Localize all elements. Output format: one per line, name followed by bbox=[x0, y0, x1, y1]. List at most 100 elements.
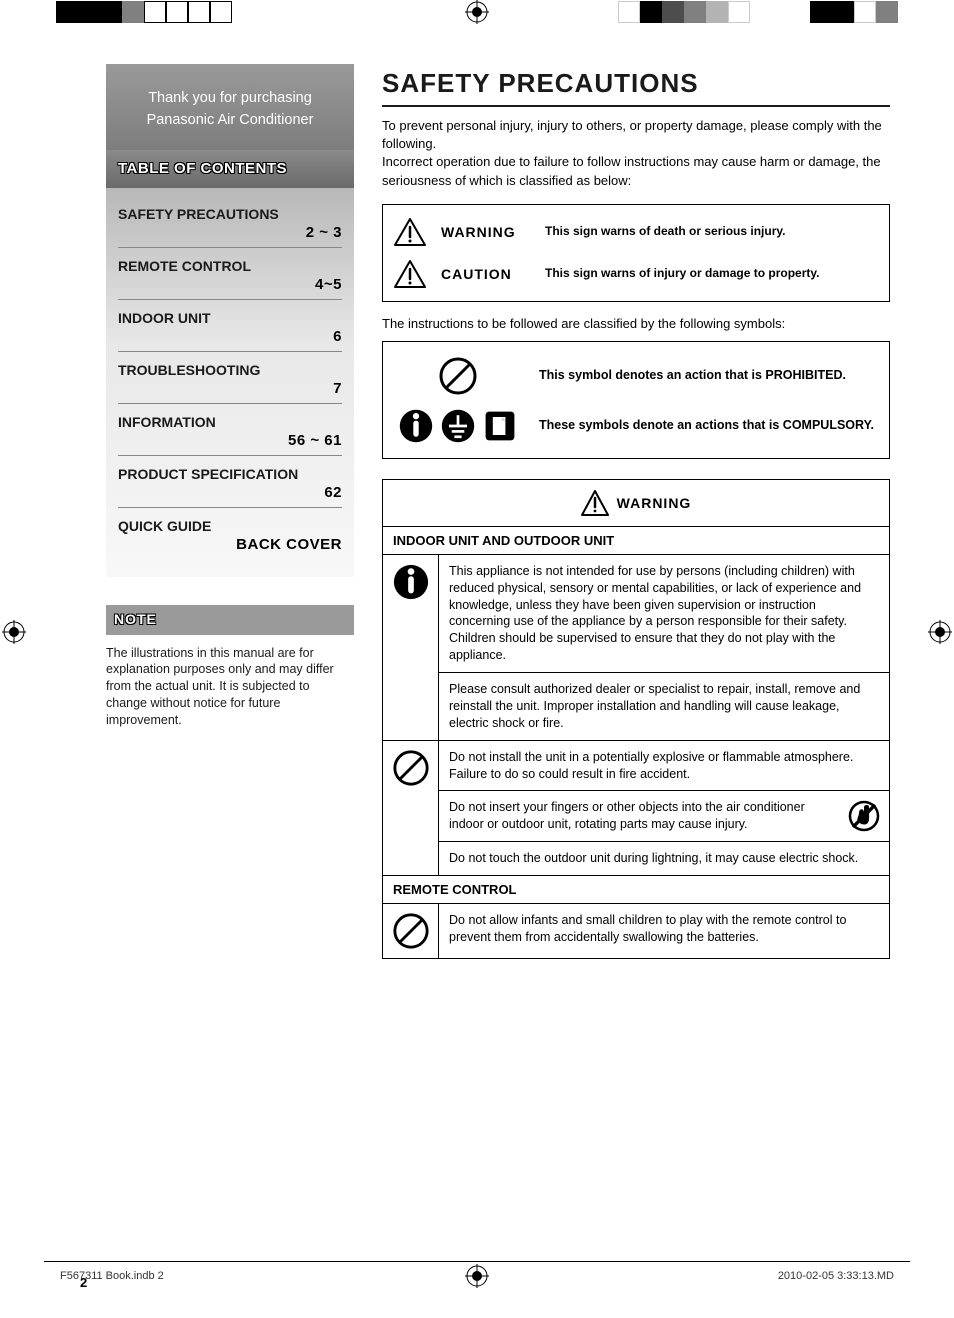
crop-block bbox=[662, 1, 684, 23]
toc-header: TABLE OF CONTENTS bbox=[106, 150, 354, 188]
toc-item-page: 4~5 bbox=[118, 276, 342, 293]
crop-block bbox=[706, 1, 728, 23]
compulsory-icons bbox=[393, 408, 523, 444]
footer: F567311 Book.indb 2 2010-02-05 3:33:13.M… bbox=[60, 1270, 894, 1282]
thank-line1: Thank you for purchasing bbox=[118, 88, 342, 110]
sidebar: Thank you for purchasing Panasonic Air C… bbox=[106, 64, 354, 1238]
symbol-intro: The instructions to be followed are clas… bbox=[382, 316, 890, 331]
prohibited-icon bbox=[383, 904, 439, 958]
warning-text-col: Do not allow infants and small children … bbox=[439, 904, 889, 958]
sign-row: WARNING This sign warns of death or serio… bbox=[393, 211, 879, 253]
crop-block bbox=[188, 1, 210, 23]
page: Thank you for purchasing Panasonic Air C… bbox=[0, 0, 954, 1318]
main: SAFETY PRECAUTIONS To prevent personal i… bbox=[382, 64, 890, 1238]
toc-item-page: 6 bbox=[118, 328, 342, 345]
sign-desc: This sign warns of death or serious inju… bbox=[545, 224, 879, 240]
thank-you-box: Thank you for purchasing Panasonic Air C… bbox=[106, 64, 354, 150]
footer-left: F567311 Book.indb 2 bbox=[60, 1270, 164, 1282]
toc-item: TROUBLESHOOTING 7 bbox=[118, 352, 342, 404]
sign-desc: This sign warns of injury or damage to p… bbox=[545, 266, 879, 282]
crop-block bbox=[166, 1, 188, 23]
thank-line2: Panasonic Air Conditioner bbox=[118, 110, 342, 132]
prohibited-icon bbox=[383, 741, 439, 875]
toc-item-label: QUICK GUIDE bbox=[118, 518, 342, 534]
toc-item: INDOOR UNIT 6 bbox=[118, 300, 342, 352]
crop-block bbox=[56, 1, 78, 23]
toc-item: PRODUCT SPECIFICATION 62 bbox=[118, 456, 342, 508]
toc-item: QUICK GUIDE BACK COVER bbox=[118, 508, 342, 559]
crop-block bbox=[810, 1, 832, 23]
footer-right: 2010-02-05 3:33:13.MD bbox=[778, 1270, 894, 1282]
sign-legend-box: WARNING This sign warns of death or serio… bbox=[382, 204, 890, 302]
warning-row: Do not allow infants and small children … bbox=[383, 904, 889, 958]
crop-bar bbox=[0, 0, 954, 24]
warning-text: Do not allow infants and small children … bbox=[439, 904, 889, 954]
warning-text-col: Do not install the unit in a potentially… bbox=[439, 741, 889, 875]
toc-item: SAFETY PRECAUTIONS 2 ~ 3 bbox=[118, 196, 342, 248]
toc-item-label: INDOOR UNIT bbox=[118, 310, 342, 326]
warning-section-header: REMOTE CONTROL bbox=[383, 876, 889, 904]
registration-mark-icon bbox=[928, 620, 952, 644]
toc-item-page: 56 ~ 61 bbox=[118, 432, 342, 449]
symbol-desc: These symbols denote an actions that is … bbox=[539, 417, 879, 434]
crop-block bbox=[832, 1, 854, 23]
warning-triangle-icon bbox=[581, 490, 609, 516]
warning-text: Do not touch the outdoor unit during lig… bbox=[439, 842, 889, 875]
note-title: NOTE bbox=[114, 611, 157, 627]
registration-mark-icon bbox=[2, 620, 26, 644]
crop-block bbox=[144, 1, 166, 23]
crop-block bbox=[78, 1, 100, 23]
warning-triangle-icon bbox=[393, 217, 427, 247]
no-touch-icon bbox=[847, 799, 881, 833]
toc-item-label: SAFETY PRECAUTIONS bbox=[118, 206, 342, 222]
warning-row: Do not install the unit in a potentially… bbox=[383, 741, 889, 876]
content-area: Thank you for purchasing Panasonic Air C… bbox=[44, 44, 910, 1258]
crop-block bbox=[728, 1, 750, 23]
toc-title: TABLE OF CONTENTS bbox=[118, 160, 287, 177]
warning-text: Do not insert your fingers or other obje… bbox=[439, 791, 889, 842]
toc-item-page: BACK COVER bbox=[118, 536, 342, 553]
symbol-row: This symbol denotes an action that is PR… bbox=[393, 350, 879, 402]
symbol-desc: This symbol denotes an action that is PR… bbox=[539, 367, 879, 384]
warning-text: This appliance is not intended for use b… bbox=[439, 555, 889, 673]
crop-block bbox=[618, 1, 640, 23]
toc-item: REMOTE CONTROL 4~5 bbox=[118, 248, 342, 300]
toc-item-label: TROUBLESHOOTING bbox=[118, 362, 342, 378]
crop-block bbox=[210, 1, 232, 23]
warning-section-header: INDOOR UNIT AND OUTDOOR UNIT bbox=[383, 527, 889, 555]
warning-text-col: This appliance is not intended for use b… bbox=[439, 555, 889, 740]
warning-text: Please consult authorized dealer or spec… bbox=[439, 673, 889, 740]
crop-block bbox=[854, 1, 876, 23]
warning-row: This appliance is not intended for use b… bbox=[383, 555, 889, 741]
crop-block bbox=[100, 1, 122, 23]
sign-label: WARNING bbox=[441, 224, 531, 240]
prohibited-icon bbox=[393, 356, 523, 396]
note-header: NOTE bbox=[106, 605, 354, 635]
warning-triangle-icon bbox=[393, 259, 427, 289]
toc-item-label: PRODUCT SPECIFICATION bbox=[118, 466, 342, 482]
toc-item-label: REMOTE CONTROL bbox=[118, 258, 342, 274]
crop-block bbox=[684, 1, 706, 23]
symbol-legend-box: This symbol denotes an action that is PR… bbox=[382, 341, 890, 459]
toc-item-page: 2 ~ 3 bbox=[118, 224, 342, 241]
note-body: The illustrations in this manual are for… bbox=[106, 635, 354, 739]
warning-box: WARNING INDOOR UNIT AND OUTDOOR UNITThis… bbox=[382, 479, 890, 959]
intro-text: To prevent personal injury, injury to ot… bbox=[382, 117, 890, 190]
warning-text: Do not install the unit in a potentially… bbox=[439, 741, 889, 792]
crop-block bbox=[876, 1, 898, 23]
sign-row: CAUTION This sign warns of injury or dama… bbox=[393, 253, 879, 295]
warning-header: WARNING bbox=[383, 480, 889, 527]
toc-item: INFORMATION 56 ~ 61 bbox=[118, 404, 342, 456]
sign-label: CAUTION bbox=[441, 266, 531, 282]
toc-item-page: 62 bbox=[118, 484, 342, 501]
symbol-row: These symbols denote an actions that is … bbox=[393, 402, 879, 450]
crop-block bbox=[122, 1, 144, 23]
footer-rule bbox=[44, 1261, 910, 1262]
compulsory-icon bbox=[383, 555, 439, 740]
toc-item-label: INFORMATION bbox=[118, 414, 342, 430]
page-title: SAFETY PRECAUTIONS bbox=[382, 68, 890, 107]
toc-item-page: 7 bbox=[118, 380, 342, 397]
toc-body: SAFETY PRECAUTIONS 2 ~ 3 REMOTE CONTROL 4~5… bbox=[106, 188, 354, 577]
crop-block bbox=[640, 1, 662, 23]
warning-label: WARNING bbox=[617, 495, 692, 511]
